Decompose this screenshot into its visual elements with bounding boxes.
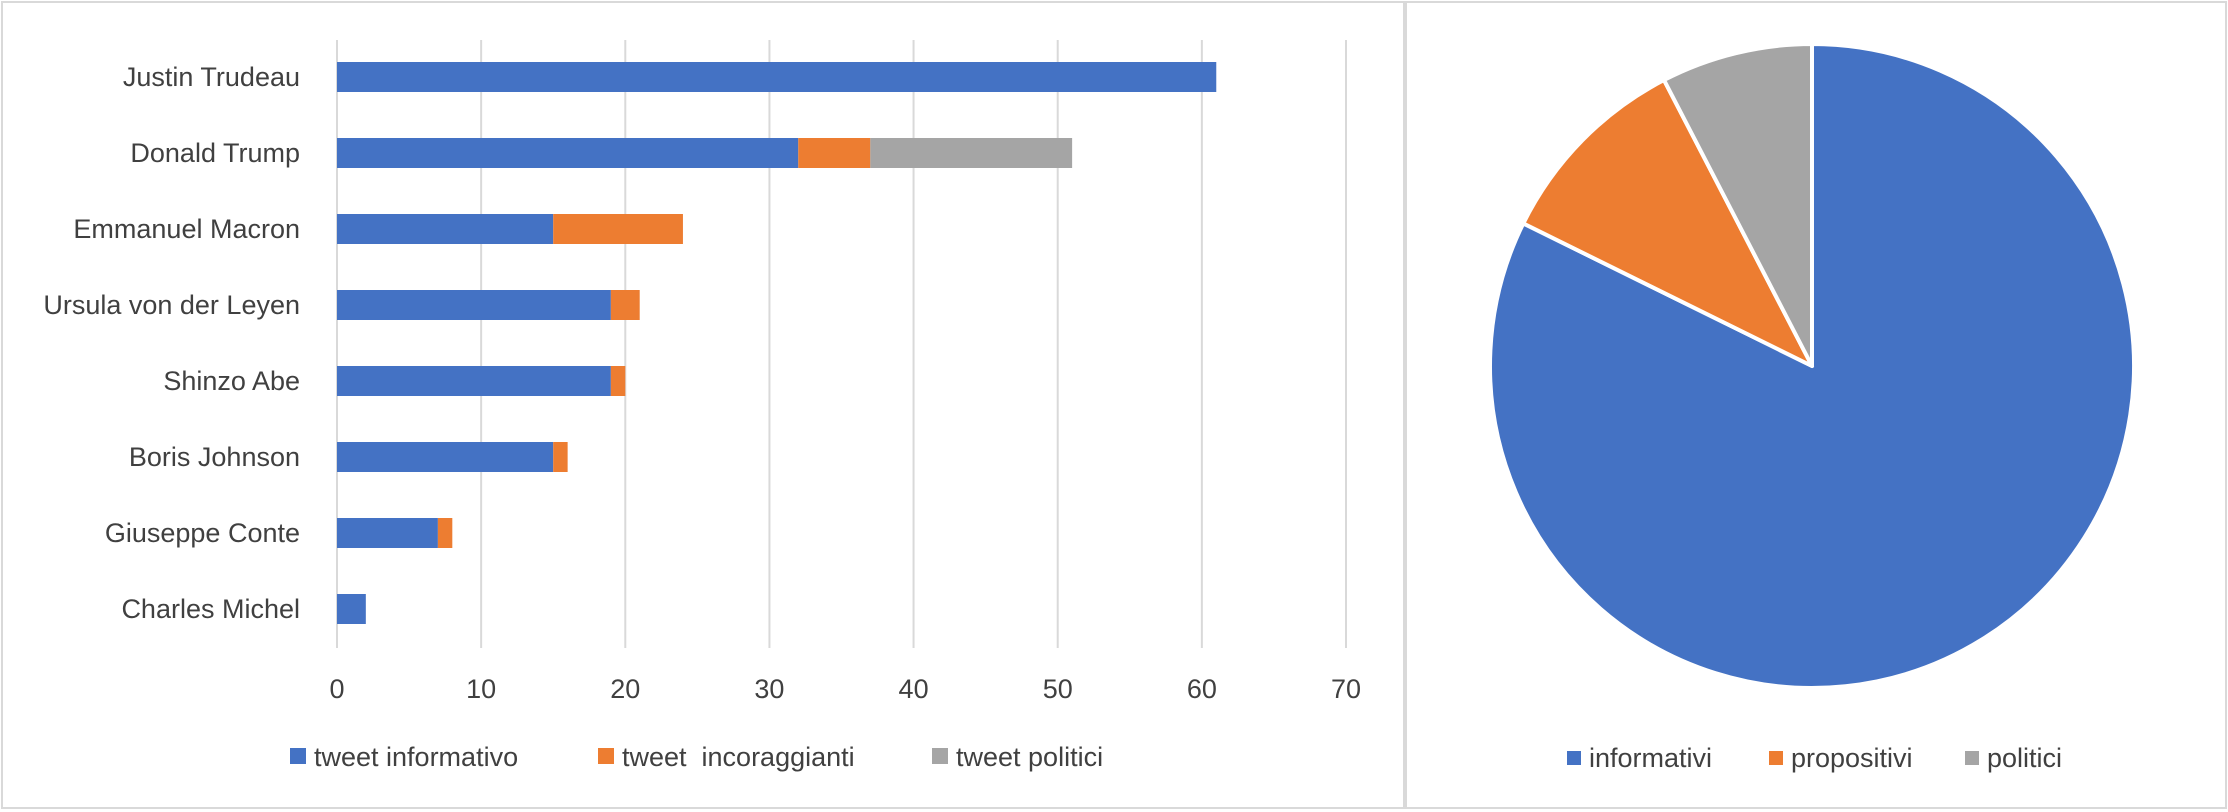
bar-tweet-incoraggianti (437, 518, 453, 548)
bar-tweet-incoraggianti (553, 214, 683, 244)
x-tick-label: 10 (466, 674, 496, 704)
bar-tweet-informativo (337, 518, 438, 548)
bar-tweet-informativo (337, 138, 799, 168)
category-label: Ursula von der Leyen (43, 290, 300, 320)
pie-slice-politici (1662, 42, 1814, 368)
x-tick-label: 50 (1043, 674, 1073, 704)
category-label: Boris Johnson (129, 442, 300, 472)
bar-tweet-informativo (337, 214, 554, 244)
legend-label: tweet informativo (314, 742, 518, 772)
category-label: Justin Trudeau (123, 62, 300, 92)
pie-slice-propositivi (1521, 78, 1814, 368)
bar-tweet-politici (870, 138, 1073, 168)
legend-swatch (598, 748, 614, 764)
category-label: Donald Trump (130, 138, 300, 168)
bar-tweet-informativo (337, 62, 1217, 92)
bar-tweet-incoraggianti (610, 366, 626, 396)
x-tick-label: 30 (754, 674, 784, 704)
bar-tweet-informativo (337, 366, 611, 396)
x-tick-label: 20 (610, 674, 640, 704)
legend-swatch (290, 748, 306, 764)
x-tick-label: 60 (1187, 674, 1217, 704)
x-tick-label: 70 (1331, 674, 1361, 704)
x-tick-label: 0 (329, 674, 344, 704)
legend-label: tweet incoraggianti (622, 742, 855, 772)
bar-chart-frame (1, 1, 1405, 809)
bar-tweet-incoraggianti (610, 290, 640, 320)
x-tick-label: 40 (899, 674, 929, 704)
bar-tweet-informativo (337, 442, 554, 472)
legend-swatch (1769, 751, 1783, 765)
legend-label: tweet politici (956, 742, 1103, 772)
bar-tweet-informativo (337, 594, 366, 624)
bar-series (337, 62, 1217, 624)
pie-legend: informativi propositivi politici (1567, 743, 2062, 773)
bar-category-labels: Justin Trudeau Donald Trump Emmanuel Macro… (43, 62, 300, 624)
legend-label: politici (1987, 743, 2062, 773)
legend-label: informativi (1589, 743, 1712, 773)
legend-swatch (1567, 751, 1581, 765)
bar-x-tick-labels: 0 10 20 30 40 50 60 70 (329, 674, 1361, 704)
category-label: Emmanuel Macron (73, 214, 300, 244)
legend-swatch (1965, 751, 1979, 765)
bar-legend: tweet informativo tweet incoraggianti twee… (290, 742, 1103, 772)
category-label: Charles Michel (121, 594, 300, 624)
legend-swatch (932, 748, 948, 764)
category-label: Giuseppe Conte (105, 518, 300, 548)
bar-tweet-incoraggianti (553, 442, 568, 472)
legend-label: propositivi (1791, 743, 1913, 773)
pie-slices (1488, 42, 2136, 690)
bar-tweet-informativo (337, 290, 611, 320)
category-label: Shinzo Abe (163, 366, 300, 396)
bar-tweet-incoraggianti (798, 138, 871, 168)
